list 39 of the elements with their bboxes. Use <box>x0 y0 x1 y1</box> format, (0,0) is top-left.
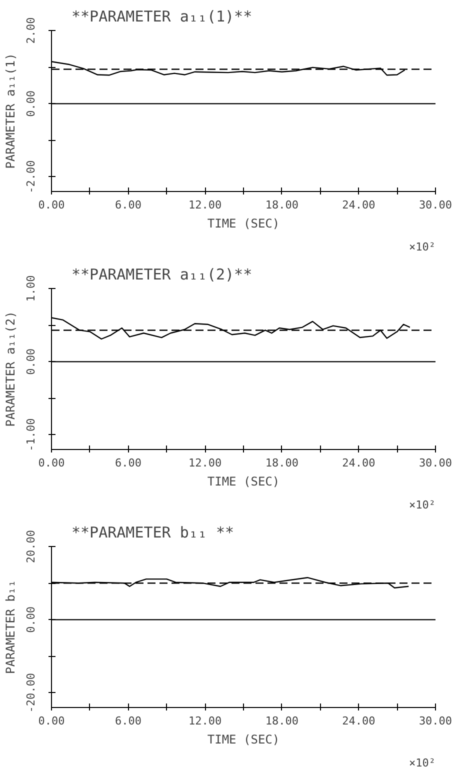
chart-title: **PARAMETER a₁₁(1)** <box>72 8 252 26</box>
x-tick-label: 12.00 <box>188 198 222 212</box>
x-axis-title: TIME (SEC) <box>207 732 280 746</box>
y-tick-label: 0.00 <box>24 90 38 117</box>
x-tick-label: 6.00 <box>115 198 142 212</box>
x-tick-label: 30.00 <box>418 714 452 728</box>
x-tick-label: 30.00 <box>418 456 452 470</box>
y-tick-label: -20.00 <box>24 672 38 713</box>
y-tick-label: -2.00 <box>24 160 38 194</box>
x-tick-label: 0.00 <box>38 456 65 470</box>
x-tick-label: 24.00 <box>342 198 376 212</box>
x-tick-label: 18.00 <box>265 198 298 212</box>
x-tick-label: 6.00 <box>115 456 142 470</box>
y-tick-label: 1.00 <box>24 275 38 302</box>
y-axis-title: PARAMETER b₁₁ <box>4 580 18 674</box>
y-axis-title: PARAMETER a₁₁(1) <box>4 53 18 169</box>
x-tick-label: 30.00 <box>418 198 452 212</box>
x-tick-label: 12.00 <box>188 456 222 470</box>
text: ×10² <box>409 240 436 254</box>
y-tick-label: 0.00 <box>24 606 38 633</box>
y-tick-label: -1.00 <box>24 418 38 452</box>
y-tick-label: 0.00 <box>24 348 38 375</box>
text: ×10² <box>409 756 436 770</box>
x-tick-label: 0.00 <box>38 714 65 728</box>
y-tick-label: 2.00 <box>24 17 38 44</box>
x-tick-label: 12.00 <box>188 714 222 728</box>
x-tick-label: 6.00 <box>115 714 142 728</box>
x-tick-label: 18.00 <box>265 714 298 728</box>
chart-title: **PARAMETER b₁₁ ** <box>72 524 234 542</box>
y-axis-title: PARAMETER a₁₁(2) <box>4 311 18 427</box>
x-tick-label: 24.00 <box>342 456 376 470</box>
x-tick-label: 24.00 <box>342 714 376 728</box>
text: ×10² <box>409 498 436 512</box>
x-tick-label: 0.00 <box>38 198 65 212</box>
y-tick-label: 20.00 <box>24 530 38 564</box>
chart-title: **PARAMETER a₁₁(2)** <box>72 266 252 284</box>
x-tick-label: 18.00 <box>265 456 298 470</box>
x-axis-title: TIME (SEC) <box>207 216 280 230</box>
x-axis-title: TIME (SEC) <box>207 474 280 488</box>
